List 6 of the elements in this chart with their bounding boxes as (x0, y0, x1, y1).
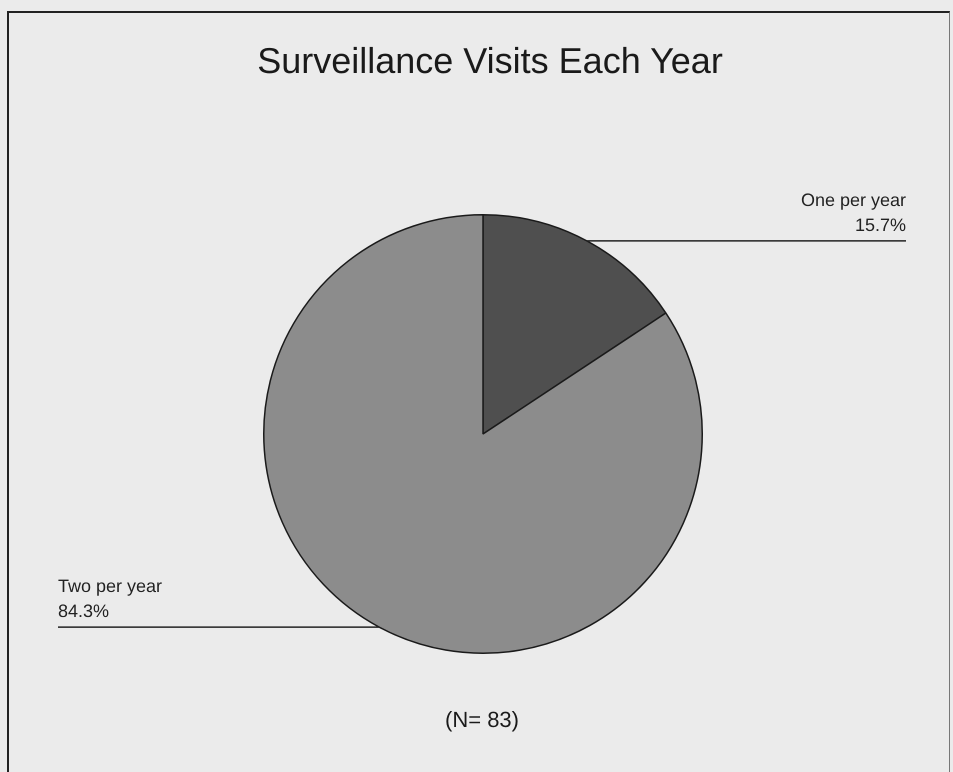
chart-title: Surveillance Visits Each Year (257, 40, 723, 81)
data-label: 84.3% (58, 601, 110, 622)
slice-label: Two per year (58, 576, 162, 596)
text: (N= 83) (445, 707, 519, 732)
slice-label: One per year (800, 190, 906, 210)
data-label: 15.7% (854, 214, 906, 235)
